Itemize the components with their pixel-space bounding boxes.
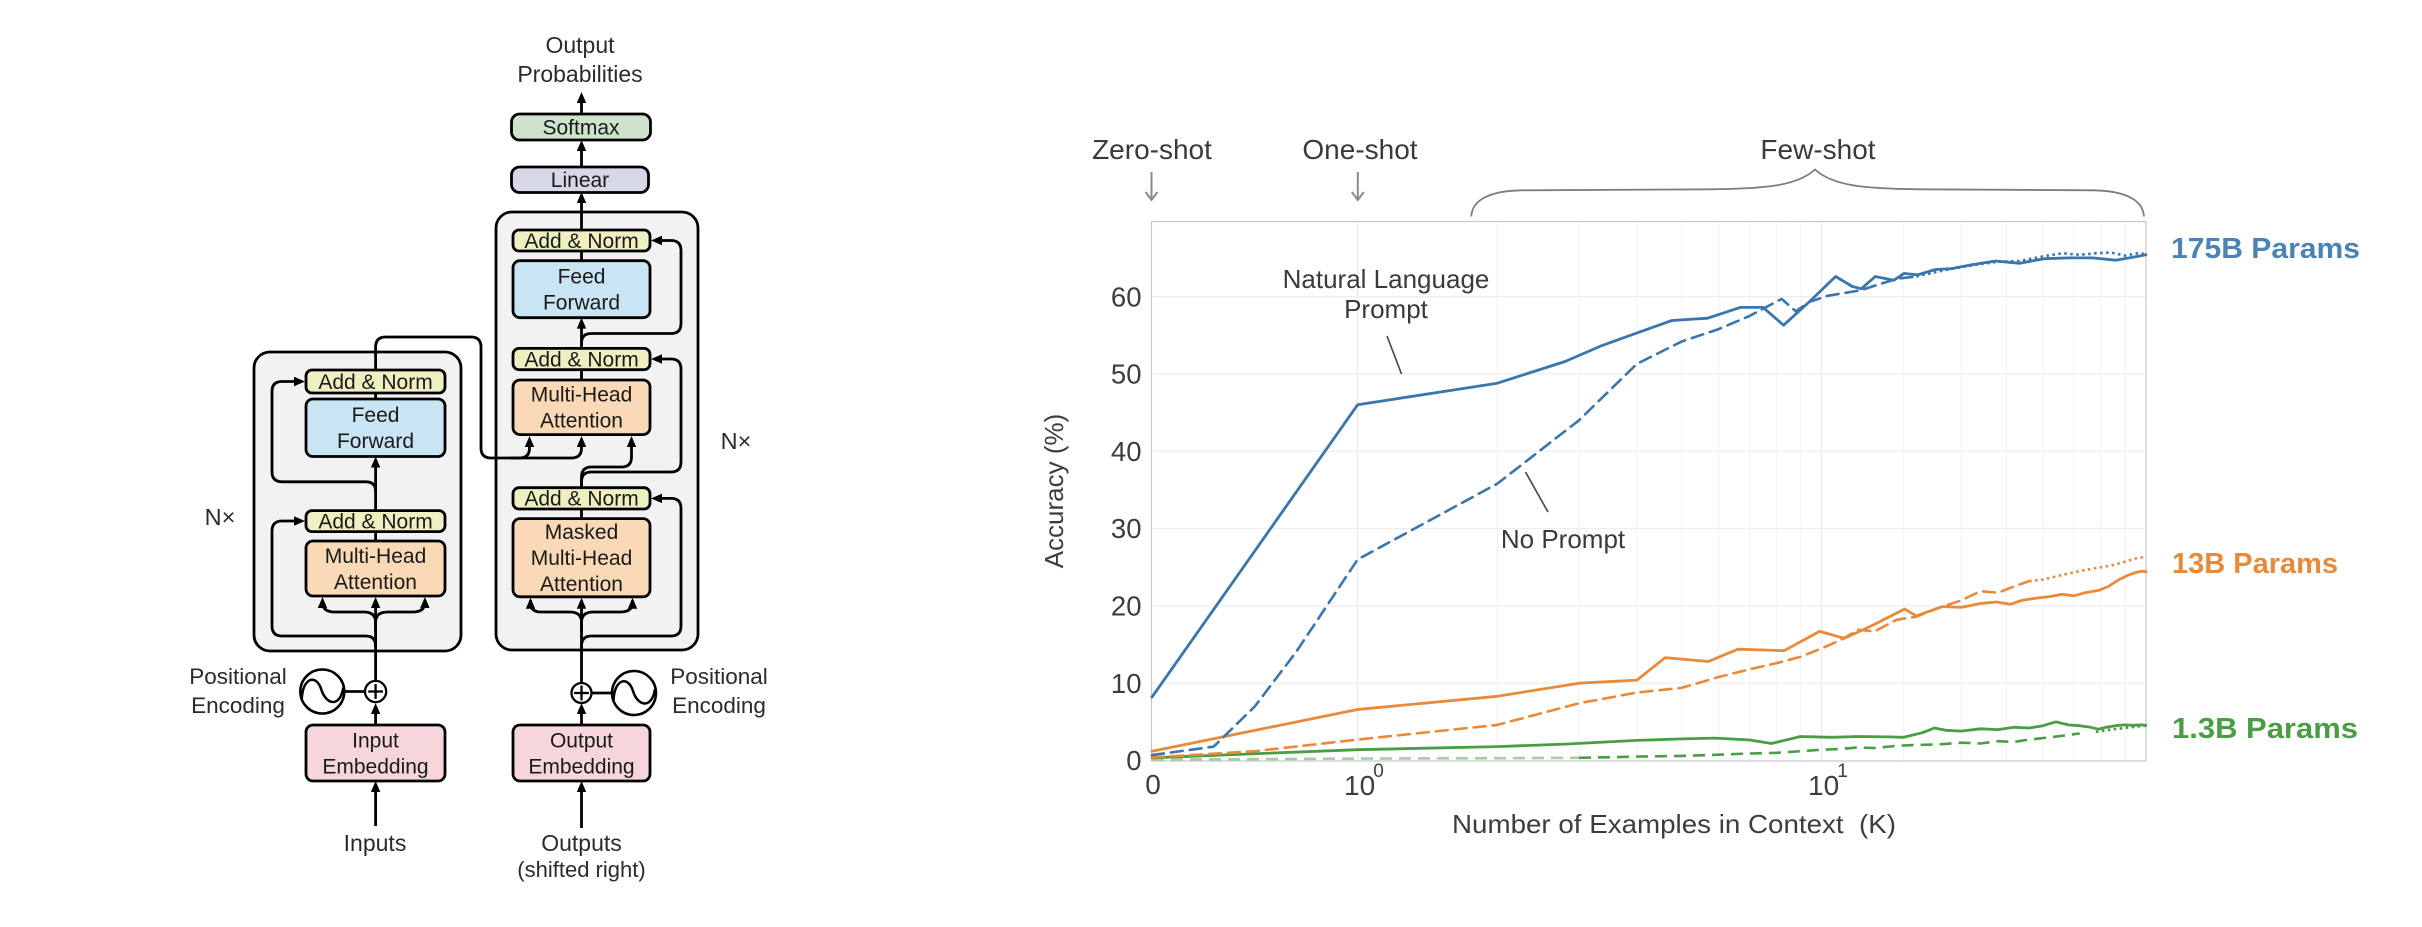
svg-text:Masked: Masked <box>545 521 619 544</box>
svg-text:Feed: Feed <box>352 404 400 427</box>
svg-text:20: 20 <box>1111 591 1142 622</box>
svg-text:Attention: Attention <box>540 573 623 596</box>
svg-text:Number of Examples in Context: Number of Examples in Context (K) <box>1452 809 1896 839</box>
svg-text:Probabilities: Probabilities <box>517 61 642 87</box>
svg-text:Zero-shot: Zero-shot <box>1092 134 1212 165</box>
svg-text:13B Params: 13B Params <box>2172 548 2338 580</box>
svg-text:(shifted right): (shifted right) <box>517 857 645 882</box>
svg-text:Output: Output <box>545 32 615 58</box>
svg-text:Forward: Forward <box>543 292 620 315</box>
svg-text:30: 30 <box>1111 513 1142 544</box>
svg-text:Add & Norm: Add & Norm <box>318 371 432 394</box>
svg-text:0: 0 <box>1373 761 1384 782</box>
svg-text:Multi-Head: Multi-Head <box>325 545 427 568</box>
svg-text:No Prompt: No Prompt <box>1501 524 1626 554</box>
svg-text:Attention: Attention <box>334 571 417 594</box>
svg-text:Encoding: Encoding <box>672 693 766 718</box>
svg-text:Forward: Forward <box>337 430 414 453</box>
svg-text:10: 10 <box>1808 770 1839 801</box>
svg-text:Input: Input <box>352 729 399 752</box>
svg-text:0: 0 <box>1145 769 1161 800</box>
svg-text:0: 0 <box>1126 745 1141 776</box>
svg-text:Linear: Linear <box>551 169 609 192</box>
svg-text:Multi-Head: Multi-Head <box>531 547 633 570</box>
svg-text:Output: Output <box>550 729 613 752</box>
svg-text:1: 1 <box>1837 761 1848 782</box>
svg-text:Accuracy (%): Accuracy (%) <box>1039 414 1069 569</box>
svg-text:Feed: Feed <box>558 266 606 289</box>
svg-text:Embedding: Embedding <box>322 755 428 778</box>
svg-text:Outputs: Outputs <box>541 830 622 856</box>
svg-text:Few-shot: Few-shot <box>1760 134 1875 165</box>
svg-text:Softmax: Softmax <box>542 116 620 139</box>
svg-text:One-shot: One-shot <box>1302 134 1417 165</box>
svg-text:1.3B Params: 1.3B Params <box>2172 713 2358 745</box>
svg-text:Attention: Attention <box>540 410 623 433</box>
svg-text:175B Params: 175B Params <box>2171 233 2360 265</box>
svg-text:N×: N× <box>721 428 752 454</box>
svg-text:Encoding: Encoding <box>191 693 285 718</box>
svg-text:Positional: Positional <box>189 664 287 689</box>
svg-text:Add & Norm: Add & Norm <box>318 511 432 534</box>
svg-text:Multi-Head: Multi-Head <box>531 384 633 407</box>
svg-text:Embedding: Embedding <box>528 755 634 778</box>
svg-text:Prompt: Prompt <box>1344 294 1429 324</box>
svg-text:N×: N× <box>205 504 236 530</box>
svg-text:Natural Language: Natural Language <box>1283 264 1490 294</box>
svg-text:Add & Norm: Add & Norm <box>524 348 638 371</box>
svg-text:Positional: Positional <box>670 664 768 689</box>
svg-text:Add & Norm: Add & Norm <box>524 488 638 511</box>
svg-text:Add & Norm: Add & Norm <box>524 230 638 253</box>
svg-text:10: 10 <box>1344 770 1375 801</box>
svg-text:50: 50 <box>1111 359 1142 390</box>
svg-text:10: 10 <box>1111 668 1142 699</box>
svg-text:40: 40 <box>1111 436 1142 467</box>
svg-text:Inputs: Inputs <box>344 830 407 856</box>
svg-text:60: 60 <box>1111 281 1142 312</box>
